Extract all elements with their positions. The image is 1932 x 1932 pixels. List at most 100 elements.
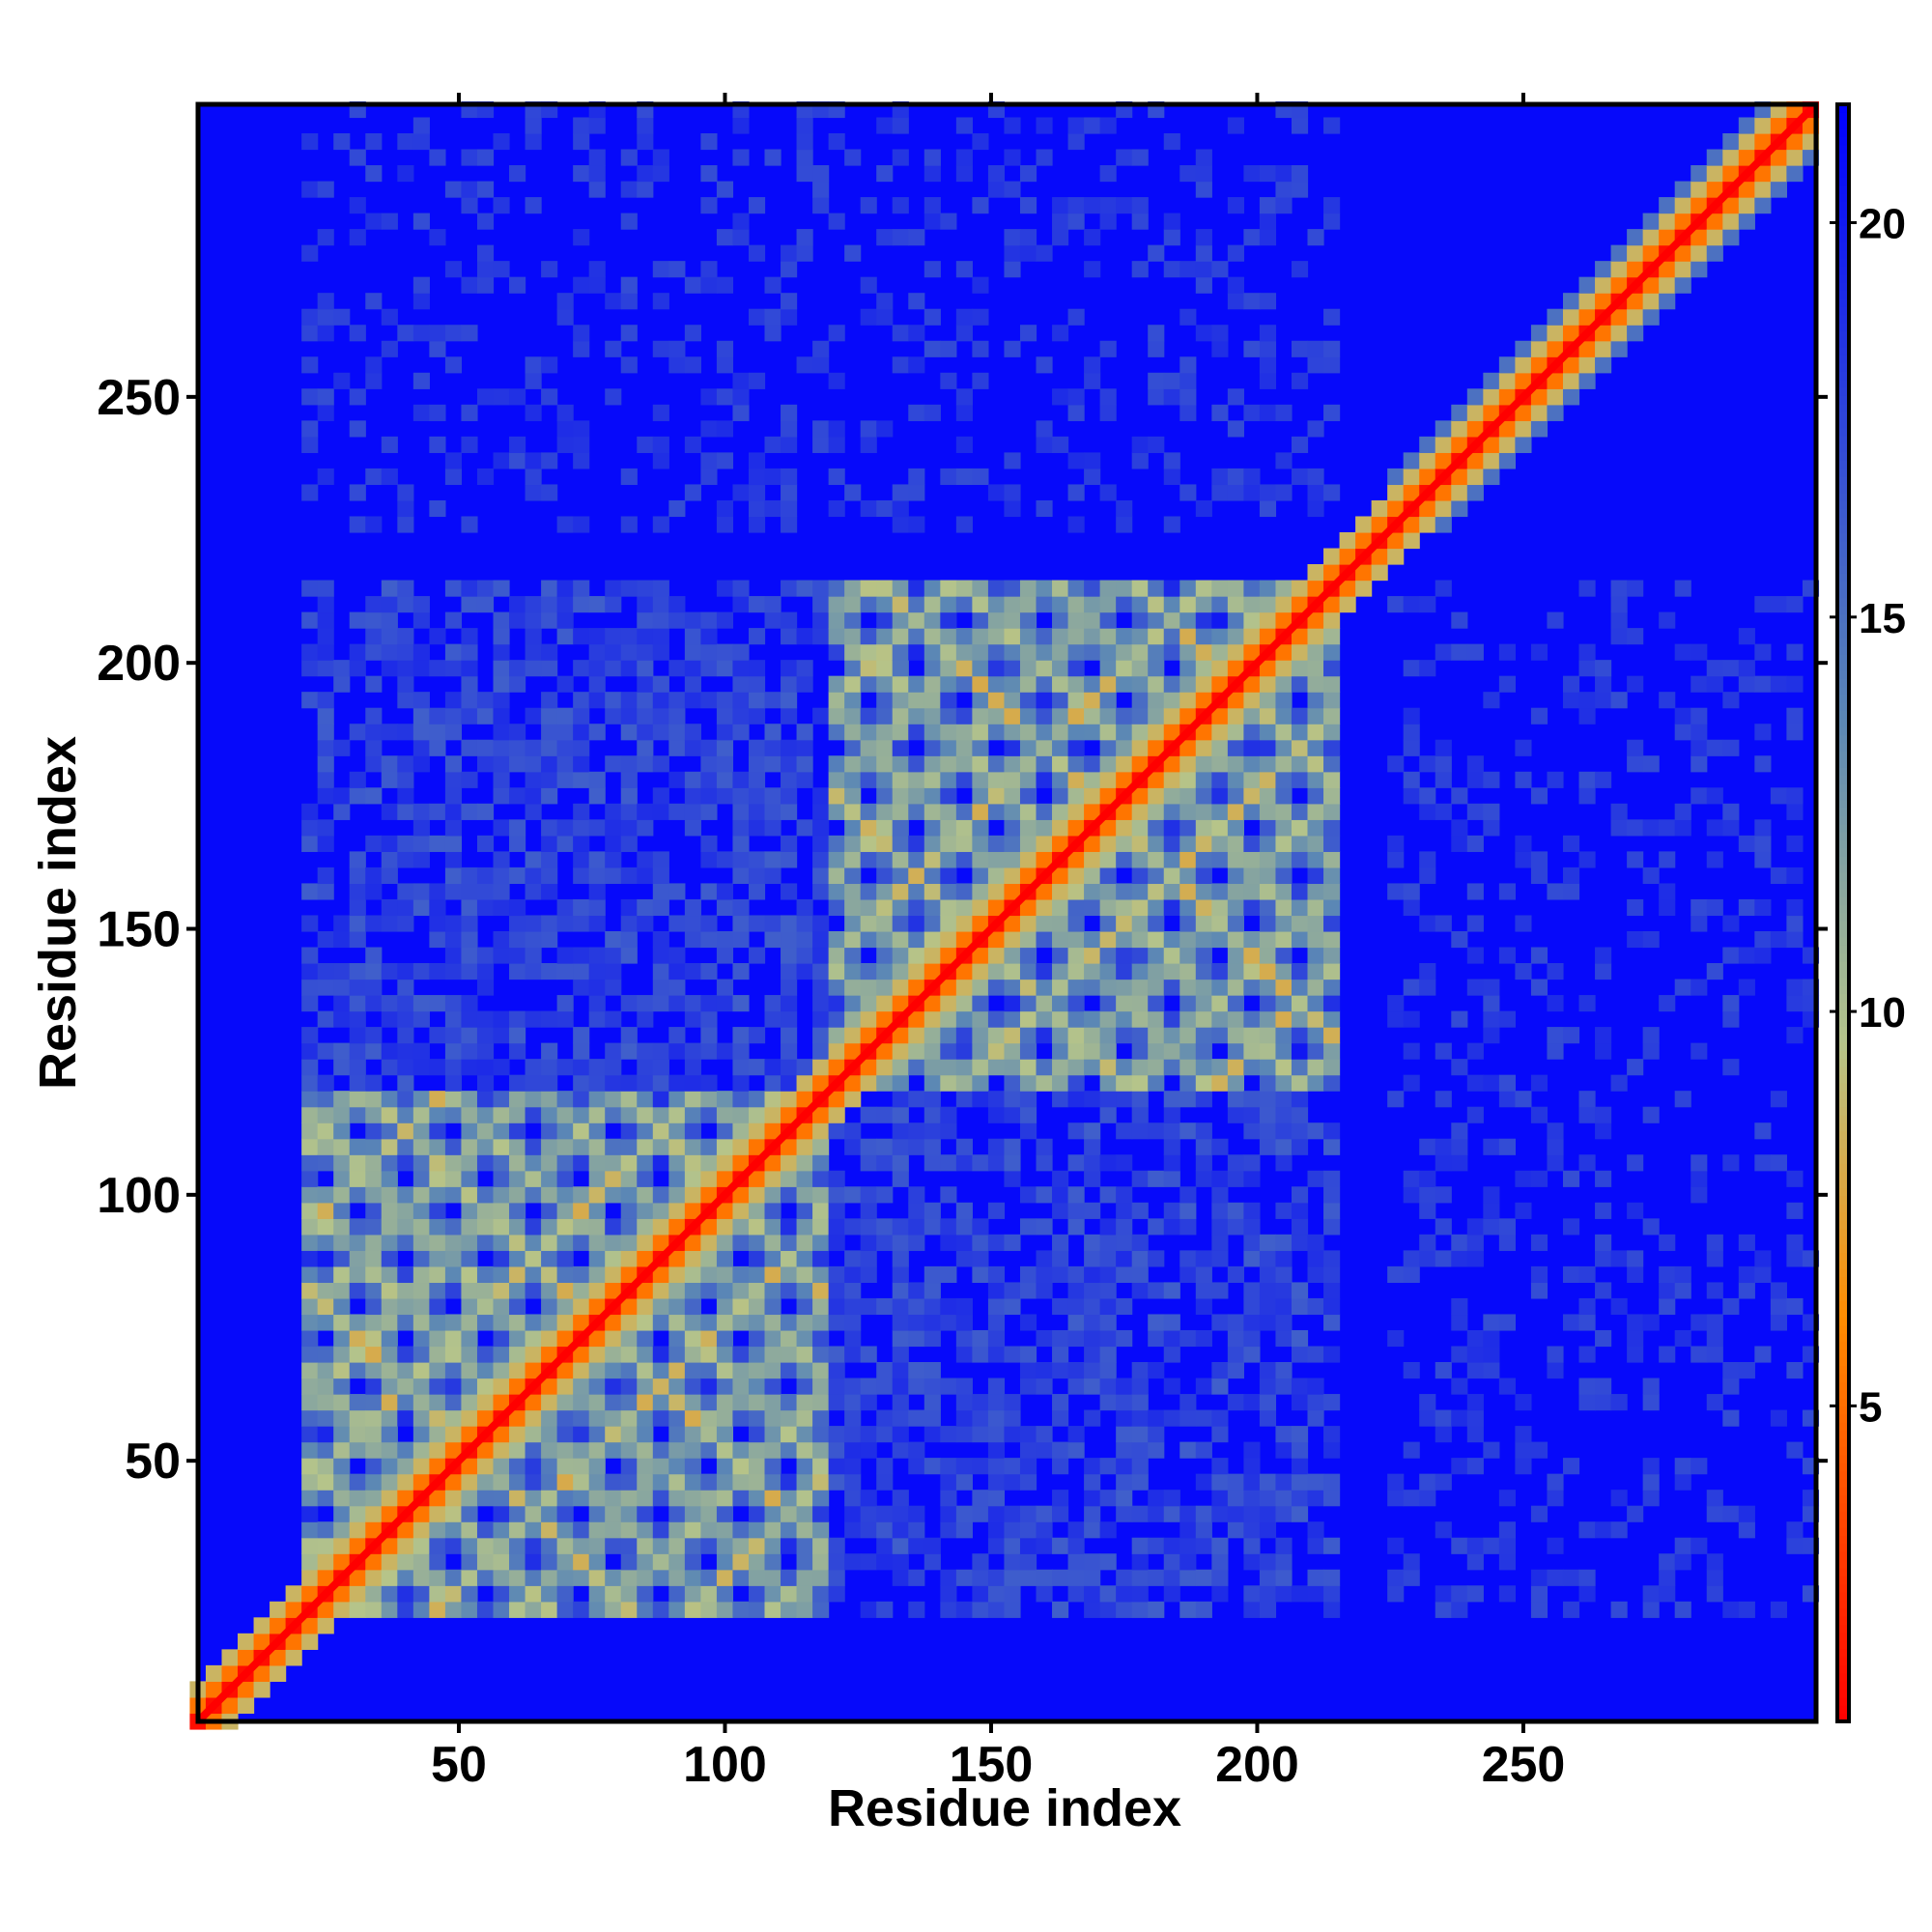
heatmap-cell bbox=[573, 628, 590, 645]
heatmap-cell bbox=[652, 1569, 669, 1586]
heatmap-cell bbox=[301, 436, 319, 453]
heatmap-cell bbox=[1148, 244, 1165, 262]
heatmap-cell bbox=[972, 1394, 989, 1411]
heatmap-cell bbox=[444, 1027, 463, 1044]
heatmap-cell bbox=[637, 1505, 654, 1522]
heatmap-cell bbox=[397, 724, 414, 741]
heatmap-cell bbox=[637, 1569, 654, 1586]
heatmap-cell bbox=[1195, 325, 1212, 342]
heatmap-cell bbox=[892, 1314, 909, 1331]
heatmap-cell bbox=[365, 1154, 383, 1172]
heatmap-cell bbox=[1483, 1362, 1500, 1379]
heatmap-cell bbox=[1067, 1521, 1085, 1539]
heatmap-cell bbox=[1674, 979, 1691, 996]
heatmap-cell bbox=[556, 1521, 574, 1539]
heatmap-cell bbox=[1211, 1218, 1229, 1236]
heatmap-cell bbox=[972, 1329, 989, 1348]
heatmap-cell bbox=[429, 1585, 446, 1603]
heatmap-cell bbox=[1004, 117, 1021, 134]
heatmap-cell bbox=[397, 484, 414, 501]
heatmap-cell bbox=[1052, 197, 1069, 214]
heatmap-cell bbox=[781, 851, 798, 868]
heatmap-cell bbox=[828, 1234, 845, 1251]
heatmap-cell bbox=[1786, 835, 1804, 852]
heatmap-cell bbox=[525, 1329, 542, 1348]
heatmap-cell bbox=[588, 898, 606, 917]
heatmap-cell bbox=[637, 1297, 654, 1316]
heatmap-cell bbox=[556, 1122, 574, 1140]
heatmap-cell bbox=[493, 787, 510, 805]
heatmap-cell bbox=[987, 1297, 1006, 1316]
heatmap-cell bbox=[476, 1346, 495, 1363]
heatmap-cell bbox=[700, 1409, 718, 1427]
heatmap-cell bbox=[1690, 1154, 1708, 1172]
heatmap-cell bbox=[397, 1537, 414, 1554]
heatmap-cell bbox=[333, 1091, 351, 1108]
heatmap-cell bbox=[1019, 660, 1037, 677]
heatmap-cell bbox=[1419, 979, 1436, 996]
heatmap-cell bbox=[860, 1297, 877, 1316]
heatmap-cell bbox=[1211, 819, 1229, 837]
heatmap-cell bbox=[493, 1394, 510, 1411]
heatmap-cell bbox=[1483, 372, 1500, 389]
heatmap-cell bbox=[1578, 356, 1596, 374]
heatmap-cell bbox=[748, 1553, 766, 1571]
heatmap-cell bbox=[1052, 1202, 1069, 1219]
heatmap-cell bbox=[525, 930, 542, 949]
heatmap-cell bbox=[668, 1585, 686, 1603]
heatmap-cell bbox=[1179, 580, 1197, 597]
heatmap-cell bbox=[876, 979, 894, 996]
colorbar-segment bbox=[1837, 637, 1849, 647]
heatmap-cell bbox=[700, 1138, 718, 1155]
heatmap-cell bbox=[940, 995, 957, 1012]
heatmap-cell bbox=[876, 707, 894, 724]
heatmap-cell bbox=[668, 915, 686, 932]
heatmap-cell bbox=[573, 851, 590, 868]
heatmap-cell bbox=[556, 1265, 574, 1284]
heatmap-cell bbox=[668, 1346, 686, 1363]
heatmap-cell bbox=[429, 707, 446, 724]
heatmap-cell bbox=[1227, 1202, 1244, 1219]
heatmap-cell bbox=[1243, 803, 1261, 820]
heatmap-cell bbox=[637, 995, 654, 1012]
heatmap-cell bbox=[955, 995, 973, 1012]
colorbar-segment bbox=[1837, 1195, 1849, 1205]
heatmap-cell bbox=[940, 1154, 957, 1172]
heatmap-cell bbox=[684, 787, 701, 805]
heatmap-cell bbox=[444, 1314, 463, 1331]
heatmap-cell bbox=[317, 628, 334, 645]
heatmap-cell bbox=[525, 1314, 542, 1331]
heatmap-cell bbox=[429, 1234, 446, 1251]
heatmap-cell bbox=[1291, 1394, 1309, 1411]
heatmap-cell bbox=[1690, 197, 1708, 214]
heatmap-cell bbox=[923, 1059, 941, 1076]
heatmap-cell bbox=[1722, 819, 1740, 837]
heatmap-cell bbox=[732, 1059, 750, 1076]
heatmap-cell bbox=[588, 995, 606, 1012]
heatmap-cell bbox=[1403, 771, 1420, 788]
heatmap-cell bbox=[1275, 1473, 1293, 1491]
heatmap-cell bbox=[1451, 1537, 1468, 1554]
heatmap-cell bbox=[796, 1282, 813, 1299]
heatmap-cell bbox=[1148, 1170, 1165, 1187]
heatmap-cell bbox=[1179, 771, 1197, 788]
heatmap-cell bbox=[781, 1394, 798, 1411]
heatmap-cell bbox=[844, 1409, 862, 1427]
heatmap-cell bbox=[301, 1314, 319, 1331]
heatmap-cell bbox=[668, 995, 686, 1012]
heatmap-cell bbox=[1690, 755, 1708, 773]
heatmap-cell bbox=[987, 803, 1006, 820]
heatmap-cell bbox=[1690, 724, 1708, 741]
heatmap-cell bbox=[381, 1042, 398, 1060]
heatmap-cell bbox=[1084, 787, 1101, 805]
heatmap-cell bbox=[412, 1010, 430, 1028]
heatmap-cell bbox=[940, 1314, 957, 1331]
heatmap-cell bbox=[412, 1265, 430, 1284]
heatmap-cell bbox=[700, 1265, 718, 1284]
heatmap-cell bbox=[876, 499, 894, 518]
colorbar-segment bbox=[1837, 176, 1849, 186]
heatmap-cell bbox=[1403, 1074, 1420, 1092]
heatmap-cell bbox=[1019, 930, 1037, 949]
colorbar-segment bbox=[1837, 1171, 1849, 1180]
heatmap-cell bbox=[365, 1585, 383, 1603]
